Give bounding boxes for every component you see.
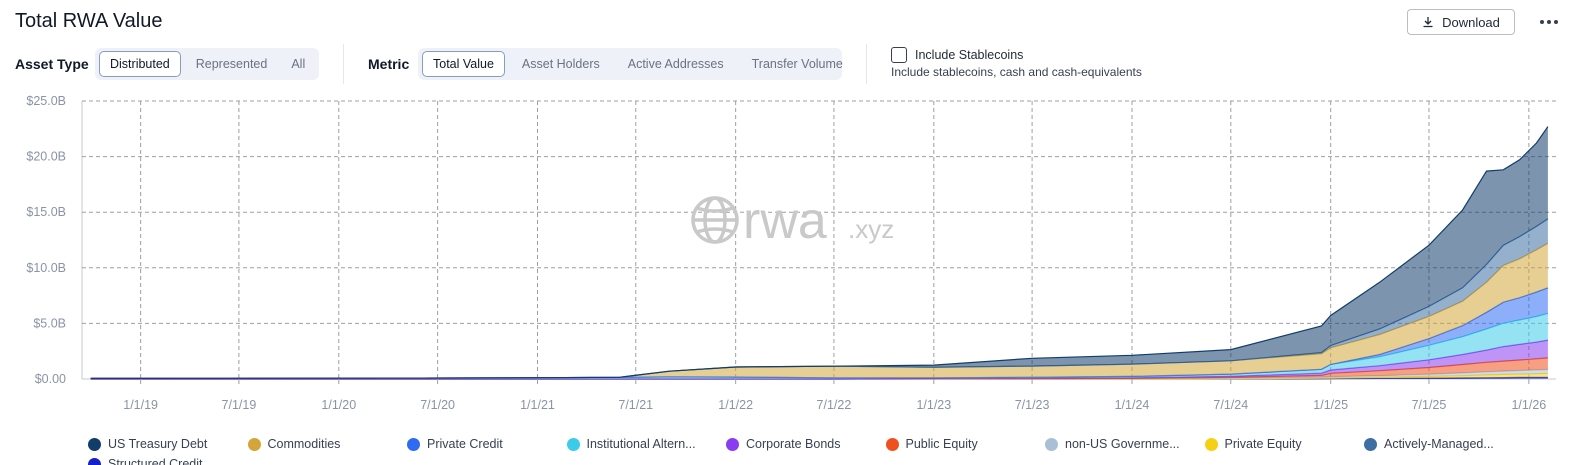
asset-type-distributed[interactable]: Distributed <box>99 51 181 77</box>
more-options-icon[interactable] <box>1537 12 1561 32</box>
x-tick-label: 1/1/24 <box>1115 398 1150 412</box>
y-tick-label: $5.0B <box>33 316 66 330</box>
include-stablecoins-checkbox[interactable] <box>891 47 907 63</box>
download-label: Download <box>1442 14 1500 30</box>
download-button[interactable]: Download <box>1407 9 1515 35</box>
legend-item[interactable]: Public Equity <box>885 436 1046 452</box>
x-tick-label: 7/1/22 <box>817 398 852 412</box>
legend-swatch <box>247 437 261 451</box>
y-tick-label: $15.0B <box>26 205 66 219</box>
legend-label: Corporate Bonds <box>746 437 841 451</box>
legend-label: Public Equity <box>905 437 978 451</box>
legend-label: non-US Governme... <box>1065 437 1180 451</box>
asset-type-label: Asset Type <box>15 56 89 72</box>
legend-swatch <box>566 437 580 451</box>
chart-legend: US Treasury Debt Commodities Private Credi… <box>88 436 1558 465</box>
legend-label: Structured Credit <box>108 457 203 465</box>
include-stablecoins-description: Include stablecoins, cash and cash-equiv… <box>891 65 1142 79</box>
legend-swatch <box>1045 437 1058 451</box>
metric-selector: Total Value Asset Holders Active Address… <box>418 48 843 80</box>
x-tick-label: 7/1/24 <box>1213 398 1248 412</box>
legend-swatch <box>407 437 420 451</box>
x-tick-label: 1/1/25 <box>1313 398 1348 412</box>
legend-label: Institutional Altern... <box>586 437 696 451</box>
metric-active-addresses[interactable]: Active Addresses <box>627 57 724 71</box>
y-tick-label: $0.00 <box>35 372 66 386</box>
x-tick-label: 1/1/23 <box>916 398 951 412</box>
controls-divider <box>343 44 344 84</box>
x-tick-label: 7/1/23 <box>1015 398 1050 412</box>
legend-label: Actively-Managed... <box>1384 437 1494 451</box>
watermark-brand: rwa <box>743 192 827 250</box>
legend-item[interactable]: Private Equity <box>1204 436 1365 452</box>
page-title: Total RWA Value <box>15 10 163 32</box>
legend-item[interactable]: US Treasury Debt <box>88 436 248 452</box>
rwa-value-chart: rwa .xyz $0.00 $5.0B $10.0B $15.0B $20.0B $25… <box>26 94 1556 412</box>
x-tick-label: 1/1/20 <box>321 398 356 412</box>
legend-swatch <box>1204 437 1218 451</box>
watermark-suffix: .xyz <box>848 214 894 244</box>
area-commodities <box>90 243 1548 379</box>
controls-divider <box>866 44 867 84</box>
include-stablecoins-label: Include Stablecoins <box>915 48 1024 62</box>
legend-item[interactable]: Corporate Bonds <box>726 436 886 452</box>
legend-swatch <box>1364 437 1377 451</box>
asset-type-represented[interactable]: Represented <box>195 57 268 71</box>
y-tick-label: $25.0B <box>26 94 66 108</box>
x-tick-label: 7/1/21 <box>618 398 653 412</box>
line-us-treasury-debt <box>90 126 1549 379</box>
metric-asset-holders[interactable]: Asset Holders <box>521 57 600 71</box>
asset-type-all[interactable]: All <box>291 57 306 71</box>
chart-axes: $0.00 $5.0B $10.0B $15.0B $20.0B $25.0B 1/1/19… <box>26 94 1546 412</box>
metric-transfer-volume[interactable]: Transfer Volume <box>751 57 843 71</box>
chart-areas <box>90 126 1549 380</box>
x-tick-label: 7/1/19 <box>222 398 257 412</box>
legend-item[interactable]: Actively-Managed... <box>1364 436 1524 452</box>
area-us-treasury-debt <box>90 126 1548 379</box>
legend-item[interactable]: Structured Credit <box>88 456 248 465</box>
legend-label: Private Equity <box>1224 437 1302 451</box>
asset-type-selector: Distributed Represented All <box>95 48 319 80</box>
x-tick-label: 7/1/20 <box>420 398 455 412</box>
legend-swatch <box>726 437 739 451</box>
legend-item[interactable]: Institutional Altern... <box>566 436 727 452</box>
legend-label: US Treasury Debt <box>108 437 208 451</box>
legend-item[interactable]: non-US Governme... <box>1045 436 1205 452</box>
y-tick-label: $10.0B <box>26 261 66 275</box>
metric-total-value[interactable]: Total Value <box>422 51 505 77</box>
legend-item[interactable]: Commodities <box>247 436 408 452</box>
legend-swatch <box>88 437 101 451</box>
download-icon <box>1423 17 1433 28</box>
globe-icon <box>691 196 739 244</box>
rwa-watermark: rwa .xyz <box>691 192 894 250</box>
legend-item[interactable]: Private Credit <box>407 436 567 452</box>
x-tick-label: 1/1/22 <box>718 398 753 412</box>
legend-label: Private Credit <box>427 437 503 451</box>
metric-label: Metric <box>368 56 410 72</box>
x-tick-label: 7/1/25 <box>1412 398 1447 412</box>
legend-swatch <box>88 457 101 465</box>
x-tick-label: 1/1/19 <box>123 398 158 412</box>
x-tick-label: 1/1/21 <box>520 398 555 412</box>
x-tick-label: 1/1/26 <box>1511 398 1546 412</box>
legend-label: Commodities <box>267 437 341 451</box>
y-tick-label: $20.0B <box>26 150 66 164</box>
legend-swatch <box>885 437 899 451</box>
